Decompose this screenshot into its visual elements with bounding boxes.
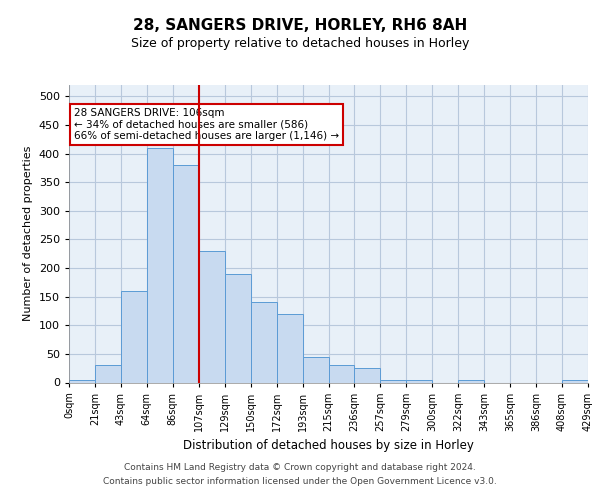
Bar [69, 380, 95, 382]
Bar [121, 291, 147, 382]
Bar [225, 274, 251, 382]
Bar [95, 366, 121, 382]
Bar [199, 251, 224, 382]
Bar [251, 302, 277, 382]
X-axis label: Distribution of detached houses by size in Horley: Distribution of detached houses by size … [183, 440, 474, 452]
Bar [406, 380, 432, 382]
Y-axis label: Number of detached properties: Number of detached properties [23, 146, 33, 322]
Bar [329, 366, 355, 382]
Text: 28, SANGERS DRIVE, HORLEY, RH6 8AH: 28, SANGERS DRIVE, HORLEY, RH6 8AH [133, 18, 467, 32]
Bar [458, 380, 484, 382]
Text: Contains HM Land Registry data © Crown copyright and database right 2024.: Contains HM Land Registry data © Crown c… [124, 464, 476, 472]
Bar [302, 357, 329, 382]
Bar [173, 165, 199, 382]
Bar [277, 314, 302, 382]
Text: 28 SANGERS DRIVE: 106sqm
← 34% of detached houses are smaller (586)
66% of semi-: 28 SANGERS DRIVE: 106sqm ← 34% of detach… [74, 108, 340, 141]
Bar [147, 148, 173, 382]
Text: Contains public sector information licensed under the Open Government Licence v3: Contains public sector information licen… [103, 477, 497, 486]
Bar [355, 368, 380, 382]
Text: Size of property relative to detached houses in Horley: Size of property relative to detached ho… [131, 38, 469, 51]
Bar [562, 380, 588, 382]
Bar [380, 380, 406, 382]
